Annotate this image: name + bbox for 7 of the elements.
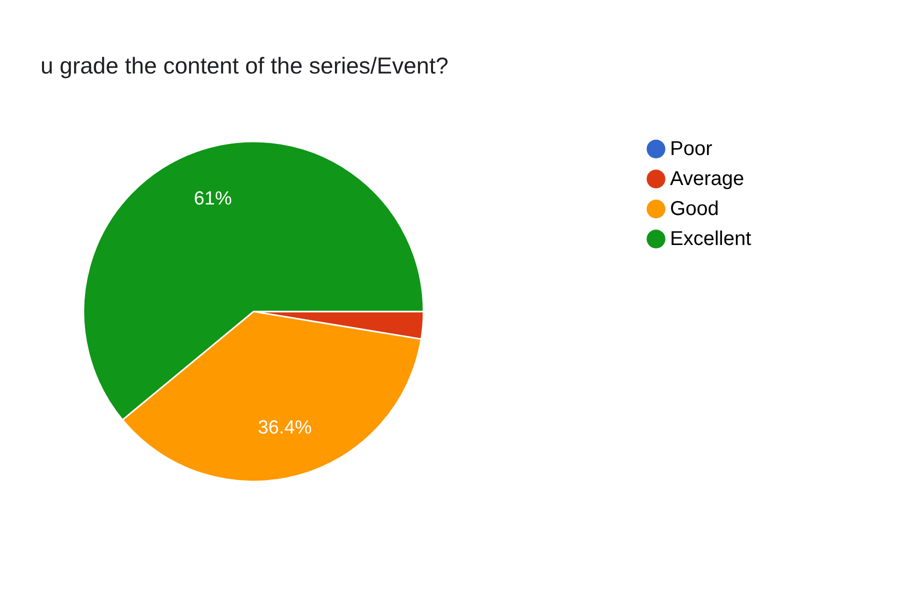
data-label: 61% (194, 188, 232, 210)
legend-label: Excellent (670, 228, 752, 250)
legend-label: Good (670, 198, 719, 220)
legend-label: Average (670, 168, 744, 190)
data-label: 36.4% (258, 417, 312, 438)
chart-title: u grade the content of the series/Event? (40, 52, 448, 78)
legend-label: Poor (670, 138, 713, 160)
